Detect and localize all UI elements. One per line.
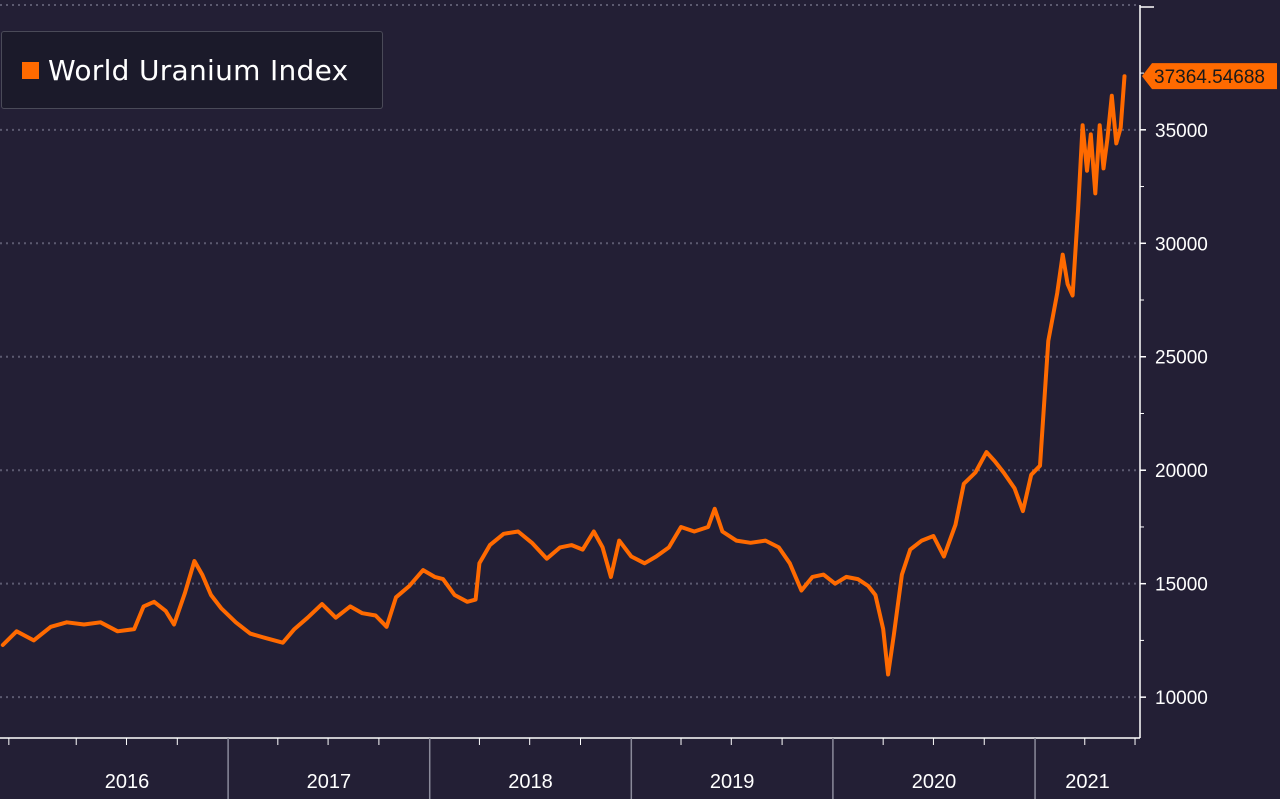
x-tick-label: 2017 xyxy=(307,771,352,793)
y-tick-label: 25000 xyxy=(1155,348,1208,369)
x-tick-label: 2019 xyxy=(710,771,755,793)
legend xyxy=(1,31,383,109)
y-tick-label: 20000 xyxy=(1155,461,1208,482)
y-tick-label: 30000 xyxy=(1155,234,1208,255)
y-tick-label: 10000 xyxy=(1155,688,1208,709)
y-tick-label: 15000 xyxy=(1155,575,1208,596)
last-value-tag xyxy=(1142,63,1277,90)
x-axis-ticks: 2016 2017 2018 2019 2020 2021 xyxy=(8,738,1136,799)
x-tick-label: 2021 xyxy=(1065,771,1110,793)
series-line-world-uranium-index xyxy=(0,74,1127,677)
grid-lines xyxy=(0,4,1140,699)
x-tick-label: 2020 xyxy=(912,771,957,793)
series-layer xyxy=(0,74,1127,677)
y-axis-ticks: 10000 15000 20000 25000 30000 35000 xyxy=(1140,72,1208,709)
x-tick-label: 2018 xyxy=(508,771,553,793)
x-tick-label: 2016 xyxy=(105,771,150,793)
legend-swatch-icon xyxy=(22,62,39,79)
axes xyxy=(0,5,1154,739)
y-tick-label: 35000 xyxy=(1155,121,1208,142)
last-value-marker: 37364.54688 xyxy=(1142,63,1277,90)
legend-label: World Uranium Index xyxy=(48,54,349,87)
last-value-label: 37364.54688 xyxy=(1154,67,1265,88)
